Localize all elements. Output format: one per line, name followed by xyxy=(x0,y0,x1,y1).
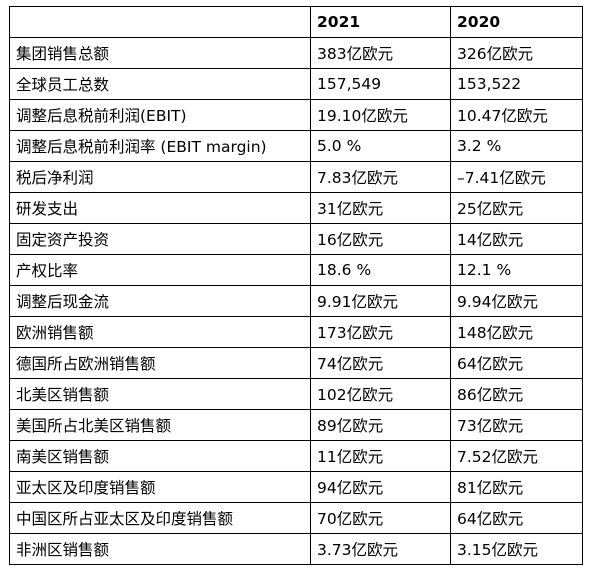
row-label: 美国所占北美区销售额 xyxy=(9,409,311,441)
table-row: 北美区销售额 102亿欧元 86亿欧元 xyxy=(9,378,583,410)
value-2020: 14亿欧元 xyxy=(450,223,583,255)
value-2020: 10.47亿欧元 xyxy=(450,99,583,131)
value-2021: 3.73亿欧元 xyxy=(310,533,451,565)
header-year-2020: 2020 xyxy=(450,6,583,38)
table-header: 2021 2020 xyxy=(9,6,583,38)
value-2020: 12.1 % xyxy=(450,254,583,286)
value-2020: 153,522 xyxy=(450,68,583,100)
value-2020: 148亿欧元 xyxy=(450,316,583,348)
value-2021: 19.10亿欧元 xyxy=(310,99,451,131)
table-row: 亚太区及印度销售额 94亿欧元 81亿欧元 xyxy=(9,471,583,503)
value-2021: 5.0 % xyxy=(310,130,451,162)
table-row: 南美区销售额 11亿欧元 7.52亿欧元 xyxy=(9,440,583,472)
header-row: 2021 2020 xyxy=(9,6,583,38)
row-label: 研发支出 xyxy=(9,192,311,224)
value-2021: 157,549 xyxy=(310,68,451,100)
value-2020: 86亿欧元 xyxy=(450,378,583,410)
value-2021: 7.83亿欧元 xyxy=(310,161,451,193)
value-2020: 73亿欧元 xyxy=(450,409,583,441)
value-2021: 11亿欧元 xyxy=(310,440,451,472)
value-2020: –7.41亿欧元 xyxy=(450,161,583,193)
table-row: 全球员工总数 157,549 153,522 xyxy=(9,68,583,100)
value-2020: 64亿欧元 xyxy=(450,347,583,379)
row-label: 调整后息税前利润率 (EBIT margin) xyxy=(9,130,311,162)
table-row: 德国所占欧洲销售额 74亿欧元 64亿欧元 xyxy=(9,347,583,379)
value-2020: 9.94亿欧元 xyxy=(450,285,583,317)
value-2021: 94亿欧元 xyxy=(310,471,451,503)
table-row: 税后净利润 7.83亿欧元 –7.41亿欧元 xyxy=(9,161,583,193)
value-2021: 74亿欧元 xyxy=(310,347,451,379)
header-label-cell xyxy=(9,6,311,38)
value-2020: 7.52亿欧元 xyxy=(450,440,583,472)
table-row: 欧洲销售额 173亿欧元 148亿欧元 xyxy=(9,316,583,348)
table-row: 调整后息税前利润率 (EBIT margin) 5.0 % 3.2 % xyxy=(9,130,583,162)
row-label: 南美区销售额 xyxy=(9,440,311,472)
table-row: 美国所占北美区销售额 89亿欧元 73亿欧元 xyxy=(9,409,583,441)
row-label: 产权比率 xyxy=(9,254,311,286)
value-2021: 383亿欧元 xyxy=(310,37,451,69)
value-2021: 89亿欧元 xyxy=(310,409,451,441)
table-row: 集团销售总额 383亿欧元 326亿欧元 xyxy=(9,37,583,69)
value-2021: 18.6 % xyxy=(310,254,451,286)
table-row: 研发支出 31亿欧元 25亿欧元 xyxy=(9,192,583,224)
value-2021: 102亿欧元 xyxy=(310,378,451,410)
row-label: 固定资产投资 xyxy=(9,223,311,255)
value-2021: 31亿欧元 xyxy=(310,192,451,224)
row-label: 调整后息税前利润(EBIT) xyxy=(9,99,311,131)
row-label: 非洲区销售额 xyxy=(9,533,311,565)
row-label: 集团销售总额 xyxy=(9,37,311,69)
header-year-2021: 2021 xyxy=(310,6,451,38)
row-label: 欧洲销售额 xyxy=(9,316,311,348)
table-row: 固定资产投资 16亿欧元 14亿欧元 xyxy=(9,223,583,255)
value-2021: 16亿欧元 xyxy=(310,223,451,255)
table-row: 中国区所占亚太区及印度销售额 70亿欧元 64亿欧元 xyxy=(9,502,583,534)
table-row: 产权比率 18.6 % 12.1 % xyxy=(9,254,583,286)
row-label: 税后净利润 xyxy=(9,161,311,193)
table-row: 调整后现金流 9.91亿欧元 9.94亿欧元 xyxy=(9,285,583,317)
value-2020: 3.2 % xyxy=(450,130,583,162)
financial-table: 2021 2020 集团销售总额 383亿欧元 326亿欧元 全球员工总数 157,54… xyxy=(9,6,583,565)
value-2020: 326亿欧元 xyxy=(450,37,583,69)
row-label: 德国所占欧洲销售额 xyxy=(9,347,311,379)
value-2021: 9.91亿欧元 xyxy=(310,285,451,317)
value-2021: 173亿欧元 xyxy=(310,316,451,348)
row-label: 全球员工总数 xyxy=(9,68,311,100)
value-2020: 64亿欧元 xyxy=(450,502,583,534)
row-label: 亚太区及印度销售额 xyxy=(9,471,311,503)
table-row: 非洲区销售额 3.73亿欧元 3.15亿欧元 xyxy=(9,533,583,565)
table-row: 调整后息税前利润(EBIT) 19.10亿欧元 10.47亿欧元 xyxy=(9,99,583,131)
value-2020: 3.15亿欧元 xyxy=(450,533,583,565)
row-label: 调整后现金流 xyxy=(9,285,311,317)
row-label: 中国区所占亚太区及印度销售额 xyxy=(9,502,311,534)
row-label: 北美区销售额 xyxy=(9,378,311,410)
value-2020: 25亿欧元 xyxy=(450,192,583,224)
value-2020: 81亿欧元 xyxy=(450,471,583,503)
table-body: 集团销售总额 383亿欧元 326亿欧元 全球员工总数 157,549 153,522 调整… xyxy=(9,37,583,565)
value-2021: 70亿欧元 xyxy=(310,502,451,534)
